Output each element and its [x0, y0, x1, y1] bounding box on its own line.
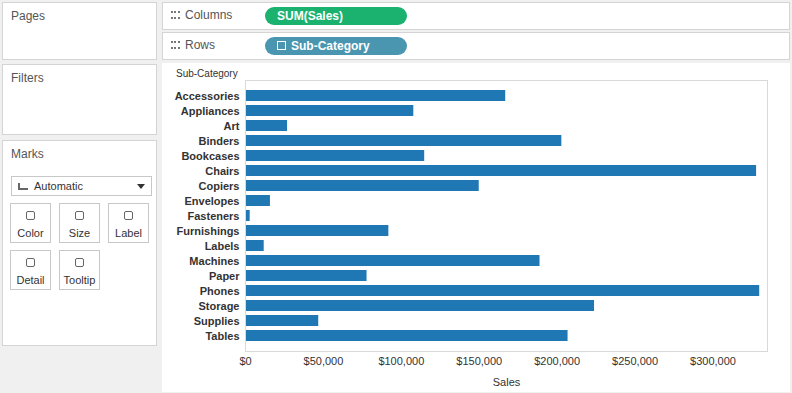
html-text:Sub-Category: Sub-Category	[291, 39, 370, 53]
svg-text:Sales: Sales	[493, 376, 521, 388]
svg-text:$100,000: $100,000	[378, 355, 424, 367]
html-text:Pages: Pages	[11, 9, 45, 23]
svg-text:Tables: Tables	[205, 330, 239, 342]
html-text:Tooltip: Tooltip	[63, 274, 96, 286]
svg-text:Furnishings: Furnishings	[177, 225, 240, 237]
svg-text:Fasteners: Fasteners	[188, 210, 240, 222]
html-text:Automatic: Automatic	[34, 180, 83, 192]
svg-text:$250,000: $250,000	[612, 355, 658, 367]
html-text:Columns: Columns	[185, 8, 233, 22]
html-text:Color: Color	[17, 227, 44, 239]
html-text:Detail: Detail	[16, 274, 45, 286]
svg-text:Copiers: Copiers	[199, 180, 240, 192]
html-text:Label: Label	[115, 227, 142, 239]
svg-text:$300,000: $300,000	[690, 355, 736, 367]
html-text:Marks: Marks	[11, 147, 44, 161]
svg-text:Machines: Machines	[189, 255, 239, 267]
svg-text:$150,000: $150,000	[456, 355, 502, 367]
svg-text:Bookcases: Bookcases	[181, 150, 239, 162]
svg-text:Paper: Paper	[209, 270, 240, 282]
html-text:Sub-Category: Sub-Category	[176, 68, 238, 79]
svg-text:Accessories: Accessories	[175, 90, 240, 102]
html-text:Size: Size	[68, 227, 91, 239]
html-text:Rows: Rows	[185, 38, 215, 52]
svg-text:$200,000: $200,000	[534, 355, 580, 367]
svg-text:Binders: Binders	[199, 135, 240, 147]
svg-text:Supplies: Supplies	[194, 315, 240, 327]
svg-text:Labels: Labels	[205, 240, 240, 252]
svg-text:Storage: Storage	[199, 300, 240, 312]
svg-text:$0: $0	[239, 355, 251, 367]
svg-text:Envelopes: Envelopes	[184, 195, 239, 207]
svg-text:Phones: Phones	[200, 285, 240, 297]
html-text:SUM(Sales): SUM(Sales)	[277, 9, 343, 23]
svg-text:Appliances: Appliances	[181, 105, 240, 117]
svg-text:Art: Art	[224, 120, 240, 132]
svg-text:$50,000: $50,000	[304, 355, 344, 367]
html-text:Filters: Filters	[11, 71, 44, 85]
svg-text:Chairs: Chairs	[205, 165, 239, 177]
